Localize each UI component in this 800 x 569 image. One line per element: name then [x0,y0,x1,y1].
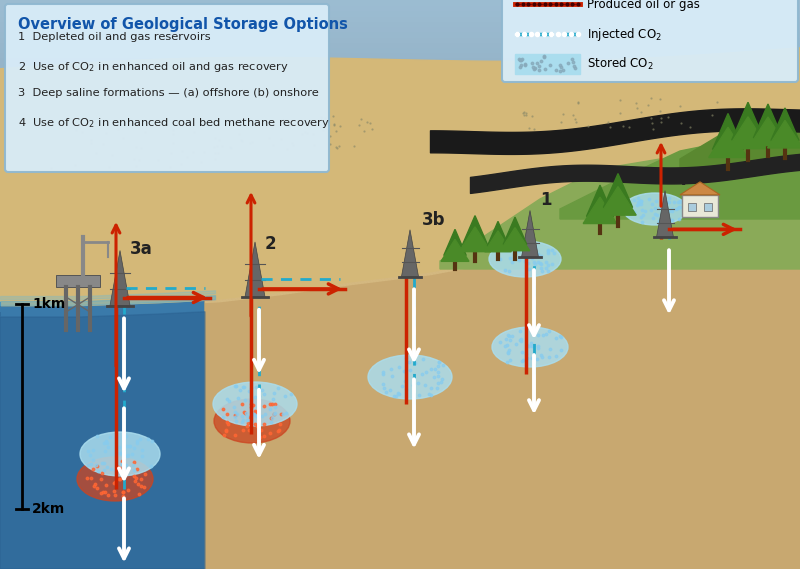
Text: 3b: 3b [422,211,446,229]
Polygon shape [0,302,205,569]
Polygon shape [586,185,614,216]
Polygon shape [709,127,747,158]
Polygon shape [728,117,768,149]
Polygon shape [750,117,786,146]
Bar [56,275,100,287]
Polygon shape [485,231,511,251]
Polygon shape [110,250,130,306]
Text: 2  Use of CO$_2$ in enhanced oil and gas recovery: 2 Use of CO$_2$ in enhanced oil and gas … [18,60,289,74]
Polygon shape [754,104,782,138]
Polygon shape [500,228,530,251]
Polygon shape [603,174,633,207]
Text: 2: 2 [265,235,277,253]
Polygon shape [459,227,490,251]
Text: 1: 1 [540,191,551,209]
Polygon shape [462,216,488,245]
Polygon shape [680,182,720,195]
Polygon shape [657,191,674,237]
Polygon shape [771,108,799,141]
Polygon shape [0,312,205,569]
Ellipse shape [368,355,452,399]
Polygon shape [503,217,526,245]
Polygon shape [402,230,418,277]
Text: Stored CO$_2$: Stored CO$_2$ [587,56,654,72]
Polygon shape [522,211,538,257]
Text: Overview of Geological Storage Options: Overview of Geological Storage Options [18,17,348,32]
Ellipse shape [80,432,160,476]
Ellipse shape [213,382,297,426]
Ellipse shape [77,457,153,501]
Polygon shape [732,102,764,140]
Text: Injected CO$_2$: Injected CO$_2$ [587,26,662,43]
Polygon shape [560,139,800,219]
Text: 4: 4 [675,171,686,189]
Text: 1km: 1km [32,297,66,311]
Bar [688,203,696,211]
FancyBboxPatch shape [502,0,798,82]
Polygon shape [487,221,509,246]
Polygon shape [440,159,800,269]
Ellipse shape [623,193,687,225]
Polygon shape [600,187,636,215]
FancyBboxPatch shape [5,4,329,172]
Ellipse shape [214,399,290,443]
Polygon shape [713,113,743,149]
Text: 2km: 2km [32,502,66,516]
Polygon shape [205,219,800,569]
Ellipse shape [492,327,568,367]
Polygon shape [441,240,469,261]
Bar [515,54,580,74]
Polygon shape [245,242,265,297]
Polygon shape [680,119,800,169]
Text: 1  Depleted oil and gas reservoirs: 1 Depleted oil and gas reservoirs [18,32,210,42]
Polygon shape [583,197,617,224]
Text: Produced oil or gas: Produced oil or gas [587,0,700,10]
Text: 3  Deep saline formations — (a) offshore (b) onshore: 3 Deep saline formations — (a) offshore … [18,88,318,98]
Ellipse shape [489,241,561,277]
Bar [682,195,718,217]
Text: 3a: 3a [130,240,153,258]
Polygon shape [767,121,800,148]
Text: 4  Use of CO$_2$ in enhanced coal bed methane recovery: 4 Use of CO$_2$ in enhanced coal bed met… [18,116,330,130]
Polygon shape [444,229,466,255]
Bar [704,203,712,211]
